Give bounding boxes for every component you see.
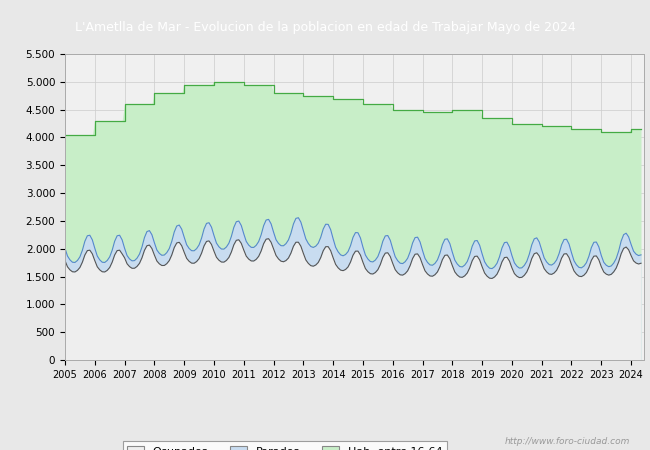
Text: L'Ametlla de Mar - Evolucion de la poblacion en edad de Trabajar Mayo de 2024: L'Ametlla de Mar - Evolucion de la pobla… [75, 21, 575, 33]
Text: http://www.foro-ciudad.com: http://www.foro-ciudad.com [505, 436, 630, 446]
Legend: Ocupados, Parados, Hab. entre 16-64: Ocupados, Parados, Hab. entre 16-64 [123, 441, 447, 450]
